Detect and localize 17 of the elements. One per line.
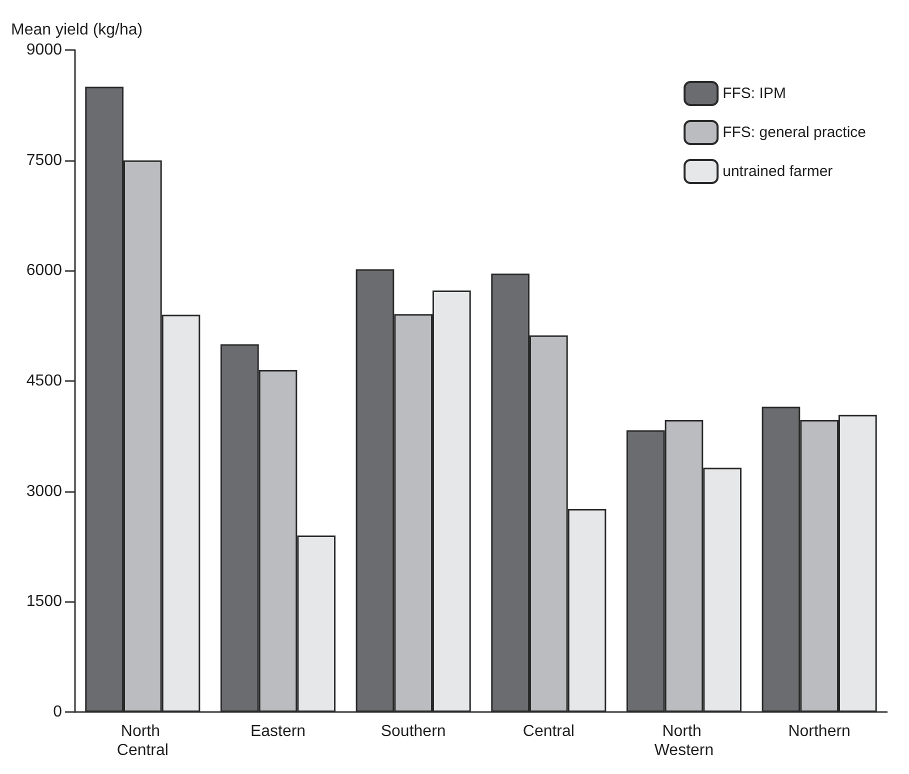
y-tick-label: 1500 [26,593,62,610]
legend-label: FFS: general practice [722,124,866,141]
y-tick-label: 7500 [26,152,62,169]
x-tick-label: Northern [788,723,850,740]
x-tick-label: North Central [116,723,168,759]
x-tick-label: Eastern [250,723,306,740]
y-tick-label: 4500 [26,372,62,390]
y-tick-label: 0 [53,704,62,720]
y-axis-title: Mean yield (kg/ha) [11,22,143,38]
legend-label: FFS: IPM [722,85,786,102]
x-tick-label: Central [522,723,574,740]
x-tick-label: North Western [654,723,714,759]
legend-label: untrained farmer [722,163,833,180]
y-tick-label: 3000 [26,482,62,500]
x-tick-label: Southern [380,723,446,740]
y-tick-label: 9000 [26,42,62,58]
y-tick-label: 6000 [26,262,62,280]
